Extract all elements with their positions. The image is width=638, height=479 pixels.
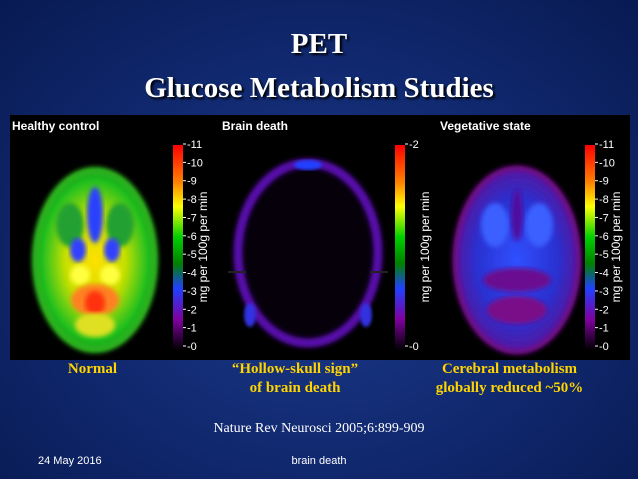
colorbar-tick-label: -4 — [187, 268, 197, 280]
footer-date: 24 May 2016 — [38, 455, 102, 467]
colorbar-tick-label: -11 — [187, 139, 202, 151]
colorbar-vegetative — [585, 145, 595, 350]
colorbar-tick-label: -8 — [187, 194, 197, 206]
colorbar-tick-label: -2 — [187, 304, 197, 316]
pet-figure: Healthy control -11 -10 -9 -8 -7 -6 -5 -4 -3 -2 -1… — [10, 115, 630, 360]
colorbar-tick-label: -1 — [187, 323, 197, 335]
colorbar-tick-label: -3 — [187, 286, 197, 298]
colorbar-tick-label: -4 — [599, 268, 609, 280]
colorbar-tick-label: -10 — [599, 157, 615, 169]
healthy-brain-scan — [32, 167, 158, 353]
colorbar-brain-death — [395, 145, 405, 350]
colorbar-tick-label: -1 — [599, 323, 609, 335]
colorbar-ticks-brain-death: -2 -0 — [405, 139, 419, 353]
colorbar-tick-label: -3 — [599, 286, 609, 298]
colorbar-tick-label: -8 — [599, 194, 609, 206]
colorbar-tick-label: -2 — [409, 139, 419, 151]
colorbar-healthy — [173, 145, 183, 350]
caption-normal: Normal — [67, 361, 118, 377]
colorbar-tick-label: -0 — [599, 341, 609, 353]
colorbar-tick-label: -7 — [187, 212, 197, 224]
panel-label-vegetative: Vegetative state — [440, 119, 531, 133]
unit-label-brain-death: mg per 100g per min — [418, 192, 432, 303]
colorbar-tick-label: -0 — [187, 341, 197, 353]
slide-title-line2: Glucose Metabolism Studies — [144, 72, 494, 104]
caption-hollow-skull: “Hollow-skull sign” of brain death — [231, 361, 359, 396]
colorbar-tick-label: -6 — [187, 231, 197, 243]
colorbar-tick-label: -0 — [409, 341, 419, 353]
footer-title: brain death — [291, 455, 347, 467]
colorbar-tick-label: -5 — [599, 249, 609, 261]
unit-label-vegetative: mg per 100g per min — [609, 192, 623, 303]
slide-title-line1: PET — [290, 28, 348, 60]
colorbar-tick-label: -10 — [187, 157, 203, 169]
panel-label-brain-death: Brain death — [222, 119, 288, 133]
caption-cerebral: Cerebral metabolism globally reduced ~50… — [435, 361, 584, 396]
brain-death-scan — [228, 158, 388, 348]
citation: Nature Rev Neurosci 2005;6:899-909 — [213, 421, 425, 436]
vegetative-brain-scan — [452, 165, 582, 355]
colorbar-tick-label: -9 — [599, 176, 609, 188]
colorbar-tick-label: -11 — [599, 139, 614, 151]
colorbar-tick-label: -7 — [599, 212, 609, 224]
colorbar-tick-label: -9 — [187, 176, 197, 188]
unit-label-healthy: mg per 100g per min — [196, 192, 210, 303]
colorbar-tick-label: -5 — [187, 249, 197, 261]
colorbar-ticks-vegetative: -11 -10 -9 -8 -7 -6 -5 -4 -3 -2 -1 -0 — [595, 139, 615, 353]
colorbar-tick-label: -6 — [599, 231, 609, 243]
panel-label-healthy: Healthy control — [12, 119, 99, 133]
colorbar-ticks-healthy: -11 -10 -9 -8 -7 -6 -5 -4 -3 -2 -1 -0 — [183, 139, 203, 353]
colorbar-tick-label: -2 — [599, 304, 609, 316]
